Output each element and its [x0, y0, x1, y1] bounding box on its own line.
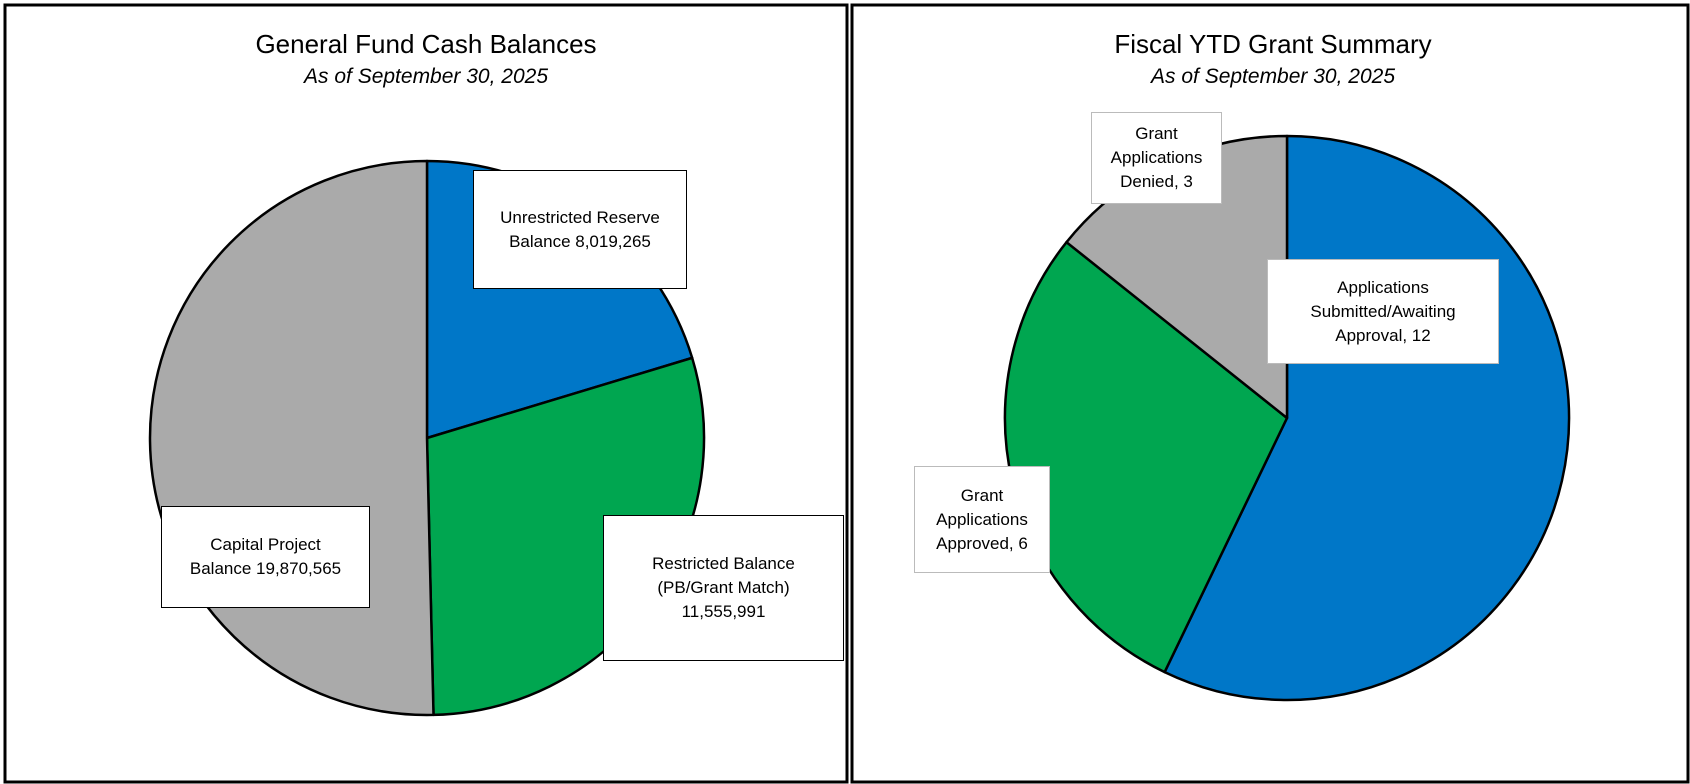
chart-title: General Fund Cash Balances — [255, 29, 596, 59]
pie-slice — [148, 159, 435, 717]
chart-subtitle: As of September 30, 2025 — [302, 65, 548, 88]
data-label: Capital Project Balance 19,870,565 — [161, 506, 370, 608]
data-label: Grant Applications Denied, 3 — [1091, 112, 1222, 204]
data-label: Unrestricted Reserve Balance 8,019,265 — [473, 170, 687, 289]
data-label: Grant Applications Approved, 6 — [914, 466, 1050, 573]
panel-border — [850, 3, 1690, 784]
data-label: Applications Submitted/Awaiting Approval… — [1267, 259, 1499, 364]
chart-title: Fiscal YTD Grant Summary — [1114, 29, 1431, 59]
chart-subtitle: As of September 30, 2025 — [1149, 65, 1395, 88]
data-label: Restricted Balance (PB/Grant Match) 11,5… — [603, 515, 844, 661]
panel-border — [3, 3, 849, 784]
